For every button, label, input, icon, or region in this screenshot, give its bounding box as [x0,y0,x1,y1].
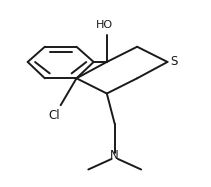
Text: HO: HO [96,20,113,30]
Text: S: S [171,55,178,68]
Text: N: N [110,149,119,162]
Text: Cl: Cl [48,109,60,122]
